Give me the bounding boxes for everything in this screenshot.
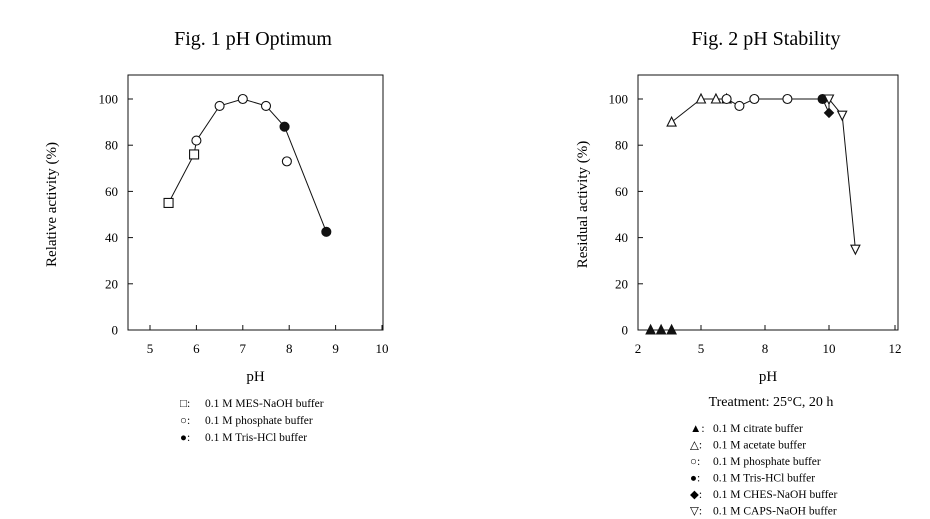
series-6 <box>823 94 861 256</box>
treatment-note: Treatment: 25°C, 20 h <box>709 395 834 410</box>
y-tick-label: 80 <box>105 138 118 153</box>
data-point <box>721 93 732 105</box>
data-point <box>823 107 835 119</box>
series-1 <box>645 323 677 335</box>
series-line <box>671 97 856 250</box>
data-point <box>191 135 202 146</box>
y-tick-label: 20 <box>615 276 628 291</box>
legend-label: 0.1 M MES-NaOH buffer <box>205 398 324 410</box>
legend-symbol: ▽: <box>690 506 702 518</box>
data-point <box>279 121 290 132</box>
data-point <box>645 323 656 335</box>
data-point <box>281 156 292 167</box>
data-point <box>655 323 667 335</box>
legend-label: 0.1 M CAPS-NaOH buffer <box>713 506 837 518</box>
data-point <box>734 100 745 111</box>
data-point <box>850 244 861 256</box>
legend-label: 0.1 M phosphate buffer <box>713 456 821 468</box>
chart-title: Fig. 2 pH Stability <box>692 28 841 50</box>
x-tick-label: 5 <box>147 341 154 356</box>
data-point <box>260 100 272 111</box>
legend-label: 0.1 M phosphate buffer <box>205 415 313 427</box>
legend-symbol: △: <box>690 440 702 452</box>
y-tick-label: 100 <box>99 92 119 107</box>
x-tick-label: 7 <box>240 341 247 356</box>
legend-symbol: ○: <box>690 456 700 468</box>
legend-symbol: ◆: <box>690 489 702 501</box>
data-point <box>710 92 722 104</box>
y-tick-label: 40 <box>105 230 118 245</box>
y-axis-label: Residual activity (%) <box>575 141 591 268</box>
data-point <box>666 323 677 335</box>
x-tick-label: 9 <box>332 341 339 356</box>
legend-symbol: ○: <box>180 415 190 427</box>
legend: ▲: 0.1 M citrate buffer △: 0.1 M acetate bu… <box>690 423 838 518</box>
x-tick-label: 10 <box>823 341 836 356</box>
x-tick-label: 8 <box>286 341 293 356</box>
data-point <box>237 93 248 105</box>
legend-label: 0.1 M Tris-HCl buffer <box>205 432 307 444</box>
y-tick-label: 60 <box>105 184 118 199</box>
legend-label: 0.1 M Tris-HCl buffer <box>713 473 815 485</box>
data-point <box>823 94 835 106</box>
y-tick-label: 0 <box>112 323 119 338</box>
series-5 <box>823 107 835 119</box>
y-tick-label: 40 <box>615 230 628 245</box>
x-axis-label: pH <box>759 369 778 385</box>
legend-label: 0.1 M CHES-NaOH buffer <box>713 489 838 501</box>
y-tick-label: 20 <box>105 276 118 291</box>
x-tick-label: 2 <box>635 341 642 356</box>
x-tick-label: 6 <box>193 341 200 356</box>
series-3 <box>279 121 332 237</box>
x-tick-label: 5 <box>698 341 705 356</box>
x-tick-label: 10 <box>376 341 389 356</box>
data-point <box>749 93 760 105</box>
data-point <box>666 115 677 127</box>
chart-2: Fig. 2 pH Stability 0 20 40 60 80 100 2 5 8 10 12 pH… <box>575 28 902 518</box>
plot-frame <box>637 74 899 331</box>
legend-symbol: □: <box>180 398 190 410</box>
data-point <box>214 100 225 111</box>
y-tick-label: 60 <box>615 184 628 199</box>
legend-symbol: ●: <box>690 473 700 485</box>
legend: □: 0.1 M MES-NaOH buffer ○: 0.1 M phosphate… <box>180 398 324 444</box>
series-1 <box>163 149 200 208</box>
legend-label: 0.1 M citrate buffer <box>713 423 803 435</box>
data-point <box>321 226 332 237</box>
legend-label: 0.1 M acetate buffer <box>713 440 806 452</box>
x-axis-label: pH <box>246 369 265 385</box>
series-2 <box>191 93 292 167</box>
x-tick-label: 8 <box>762 341 769 356</box>
y-tick-label: 80 <box>615 138 628 153</box>
y-axis-label: Relative activity (%) <box>44 142 60 267</box>
data-point <box>695 92 707 104</box>
plot-frame <box>127 74 384 331</box>
y-tick-label: 100 <box>609 92 629 107</box>
y-tick-label: 0 <box>622 323 629 338</box>
series-line <box>168 98 327 232</box>
data-point <box>782 93 793 105</box>
series-3 <box>721 93 793 111</box>
legend-symbol: ▲: <box>690 423 705 435</box>
x-tick-label: 12 <box>889 341 902 356</box>
chart-1: Fig. 1 pH Optimum 0 20 40 60 80 100 5 6 7 8 9 10 pH Re… <box>44 28 389 444</box>
data-point <box>163 197 174 208</box>
legend-symbol: ●: <box>180 432 190 444</box>
data-point <box>836 110 848 122</box>
data-point <box>189 149 200 160</box>
chart-title: Fig. 1 pH Optimum <box>174 28 332 50</box>
